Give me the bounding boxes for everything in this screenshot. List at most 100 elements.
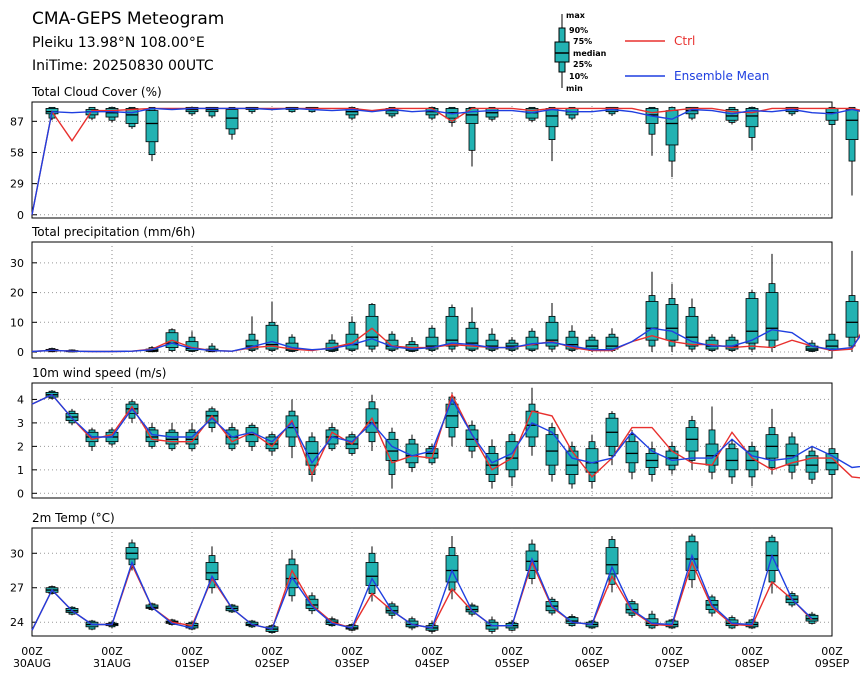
mean-line <box>31 393 860 469</box>
legend-median-label: median <box>573 49 607 58</box>
ensemble-box <box>105 106 119 123</box>
panel-title: Total Cloud Cover (%) <box>31 85 162 99</box>
x-tick-hour: 00Z <box>341 645 363 658</box>
box-inner <box>225 109 239 130</box>
y-tick-label: 29 <box>10 178 24 191</box>
y-tick-label: 0 <box>17 209 24 222</box>
ensemble-box <box>725 615 739 630</box>
ensemble-box <box>845 106 859 196</box>
ensemble-box <box>745 289 759 353</box>
box-inner <box>145 110 159 143</box>
box-inner <box>605 547 619 575</box>
ensemble-box <box>565 106 579 121</box>
ensemble-box <box>245 422 259 452</box>
ensemble-box <box>525 328 539 353</box>
y-tick-label: 10 <box>10 316 24 329</box>
box-inner <box>445 315 459 347</box>
ensemble-box <box>285 549 299 602</box>
legend-max-label: max <box>566 11 586 20</box>
x-tick-date: 07SEP <box>655 657 690 670</box>
ensemble-box <box>685 415 699 470</box>
box-inner <box>685 315 699 347</box>
ensemble-box <box>165 422 179 452</box>
ensemble-box <box>405 337 419 353</box>
x-tick-date: 02SEP <box>255 657 290 670</box>
box-inner <box>345 333 359 350</box>
y-tick-label: 27 <box>10 582 24 595</box>
ensemble-box <box>745 106 759 151</box>
legend-p90-label: 90% <box>569 26 588 35</box>
box-inner <box>185 431 199 445</box>
ensemble-box <box>145 106 159 162</box>
y-tick-label: 4 <box>17 393 24 406</box>
x-tick-hour: 00Z <box>181 645 203 658</box>
ensemble-box <box>425 444 439 466</box>
box-inner <box>825 339 839 350</box>
box-inner <box>365 315 379 347</box>
ensemble-box <box>85 106 99 121</box>
ensemble-box <box>545 302 559 353</box>
ensemble-box <box>485 328 499 353</box>
box-inner <box>565 336 579 350</box>
ensemble-box <box>125 399 139 423</box>
ensemble-box <box>725 439 739 484</box>
ensemble-box <box>825 106 839 129</box>
box-inner <box>585 339 599 350</box>
box-inner <box>845 301 859 338</box>
x-tick-date: 05SEP <box>495 657 530 670</box>
panel-0: Total Cloud Cover (%) 0 29 58 87 <box>10 85 860 222</box>
chart-title: CMA-GEPS Meteogram <box>32 9 224 29</box>
box-inner <box>745 298 759 344</box>
y-tick-label: 24 <box>10 616 24 629</box>
ensemble-box <box>205 106 219 119</box>
ensemble-box <box>705 406 719 480</box>
box-inner <box>545 434 559 466</box>
ensemble-box <box>345 316 359 353</box>
ensemble-box <box>665 441 679 475</box>
x-tick-hour: 00Z <box>261 645 283 658</box>
ensemble-box <box>785 432 799 480</box>
box-inner <box>285 342 299 351</box>
box-inner <box>285 415 299 438</box>
x-tick-date: 09SEP <box>815 657 850 670</box>
ensemble-box <box>405 616 419 631</box>
y-tick-label: 1 <box>17 464 24 477</box>
y-tick-label: 87 <box>10 115 24 128</box>
box-inner <box>345 436 359 450</box>
y-tick-label: 58 <box>10 146 24 159</box>
ensemble-box <box>205 546 219 594</box>
panel-title: 2m Temp (°C) <box>32 511 115 525</box>
ensemble-box <box>405 434 419 473</box>
panel-3: 2m Temp (°C) 24 27 30 <box>10 511 833 637</box>
x-tick-hour: 00Z <box>501 645 523 658</box>
ctrl-line <box>31 392 860 479</box>
ensemble-box <box>745 441 759 487</box>
panel-1: Total precipitation (mm/6h) 0 10 20 30 <box>10 225 860 359</box>
box-inner <box>465 429 479 447</box>
box-outer <box>468 106 476 151</box>
x-tick-hour: 00Z <box>741 645 763 658</box>
legend-p10-label: 10% <box>569 72 588 81</box>
panel-2: 10m wind speed (m/s) 0 1 2 3 4 <box>17 366 860 500</box>
ensemble-box <box>605 411 619 466</box>
x-tick-date: 31AUG <box>93 657 131 670</box>
ensemble-box <box>225 106 239 140</box>
legend-box-inner <box>554 41 570 63</box>
legend-min-label: min <box>566 84 583 93</box>
y-tick-label: 30 <box>10 547 24 560</box>
ensemble-box <box>505 432 519 487</box>
ensemble-box <box>285 399 299 459</box>
ensemble-box <box>825 322 839 353</box>
x-tick-date: 03SEP <box>335 657 370 670</box>
ensemble-box <box>445 106 459 127</box>
ensemble-box <box>65 408 79 426</box>
ensemble-box <box>685 298 699 353</box>
box-inner <box>805 455 819 473</box>
ensemble-box <box>445 392 459 447</box>
box-legend: max 90% 75% median 25% 10% min <box>554 11 607 93</box>
box-inner <box>585 448 599 473</box>
x-axis: 00Z30AUG00Z31AUG00Z01SEP00Z02SEP00Z03SEP… <box>13 645 850 670</box>
x-tick-hour: 00Z <box>661 645 683 658</box>
y-tick-label: 20 <box>10 287 24 300</box>
